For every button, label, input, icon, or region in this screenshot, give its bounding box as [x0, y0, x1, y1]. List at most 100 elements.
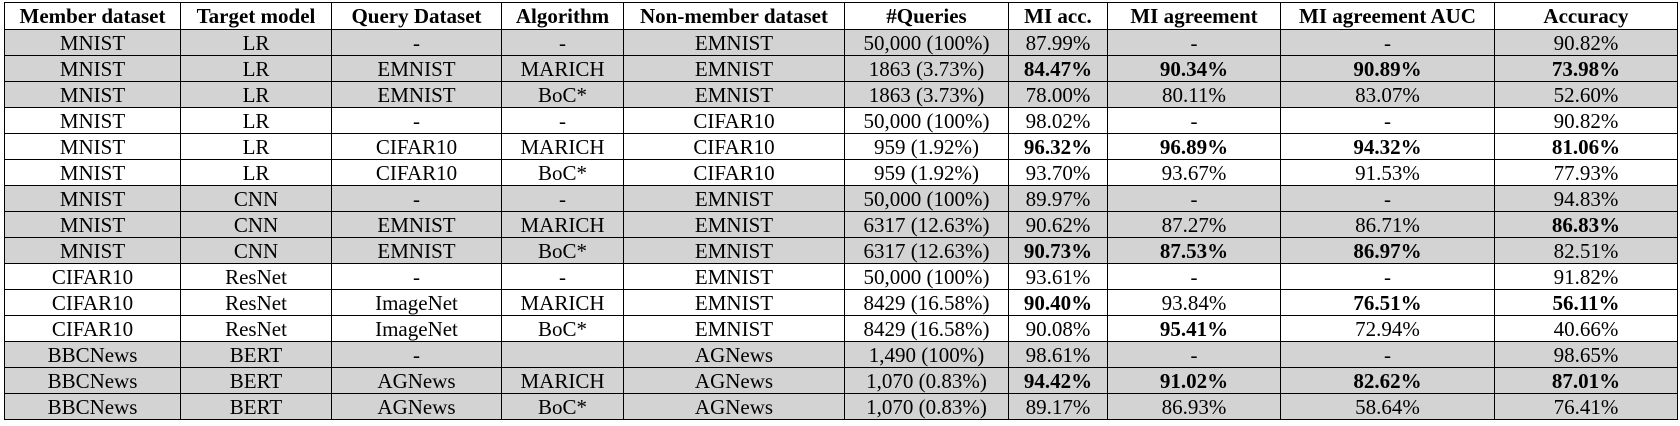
table-row: MNIST LR CIFAR10 BoC* CIFAR10 959 (1.92%) 93.7…	[4, 159, 1678, 186]
cell-mi-agreement: -	[1107, 263, 1281, 290]
cell-accuracy: 52.60%	[1494, 81, 1678, 108]
cell-query-dataset: ImageNet	[331, 289, 502, 316]
cell-queries: 50,000 (100%)	[844, 107, 1009, 134]
cell-query-dataset: -	[331, 107, 502, 134]
cell-member-dataset: MNIST	[4, 107, 181, 134]
cell-mi-agreement: 86.93%	[1107, 393, 1281, 420]
cell-query-dataset: -	[331, 263, 502, 290]
cell-target-model: ResNet	[180, 263, 332, 290]
cell-accuracy: 77.93%	[1494, 159, 1678, 186]
cell-mi-agreement-auc: -	[1280, 107, 1495, 134]
cell-queries: 1,070 (0.83%)	[844, 367, 1009, 394]
cell-mi-agreement: 80.11%	[1107, 81, 1281, 108]
cell-target-model: LR	[180, 81, 332, 108]
cell-mi-agreement-auc: 86.97%	[1280, 237, 1495, 264]
table-row: BBCNews BERT AGNews MARICH AGNews 1,070 (0.83…	[4, 367, 1678, 394]
cell-mi-acc: 90.73%	[1008, 237, 1108, 264]
cell-queries: 6317 (12.63%)	[844, 211, 1009, 238]
table-row: MNIST CNN EMNIST BoC* EMNIST 6317 (12.63%) 90.…	[4, 237, 1678, 264]
cell-algorithm: BoC*	[501, 159, 624, 186]
cell-target-model: ResNet	[180, 289, 332, 316]
cell-algorithm: BoC*	[501, 81, 624, 108]
cell-accuracy: 76.41%	[1494, 393, 1678, 420]
cell-queries: 6317 (12.63%)	[844, 237, 1009, 264]
cell-mi-acc: 90.40%	[1008, 289, 1108, 316]
cell-non-member-dataset: AGNews	[623, 341, 845, 368]
cell-member-dataset: MNIST	[4, 133, 181, 160]
cell-member-dataset: MNIST	[4, 237, 181, 264]
cell-non-member-dataset: EMNIST	[623, 55, 845, 82]
cell-algorithm: -	[501, 107, 624, 134]
cell-member-dataset: CIFAR10	[4, 315, 181, 342]
cell-non-member-dataset: EMNIST	[623, 289, 845, 316]
cell-queries: 50,000 (100%)	[844, 29, 1009, 56]
cell-queries: 50,000 (100%)	[844, 263, 1009, 290]
cell-accuracy: 94.83%	[1494, 185, 1678, 212]
cell-queries: 1,070 (0.83%)	[844, 393, 1009, 420]
header-row: Member dataset Target model Query Datase…	[4, 2, 1678, 30]
cell-accuracy: 56.11%	[1494, 289, 1678, 316]
cell-query-dataset: AGNews	[331, 367, 502, 394]
header-query-dataset: Query Dataset	[331, 2, 502, 30]
cell-target-model: LR	[180, 159, 332, 186]
results-table: Member dataset Target model Query Datase…	[4, 2, 1678, 420]
cell-mi-agreement-auc: -	[1280, 185, 1495, 212]
cell-non-member-dataset: EMNIST	[623, 263, 845, 290]
cell-member-dataset: BBCNews	[4, 341, 181, 368]
cell-accuracy: 86.83%	[1494, 211, 1678, 238]
cell-algorithm: MARICH	[501, 55, 624, 82]
cell-algorithm: MARICH	[501, 133, 624, 160]
table-row: MNIST CNN - - EMNIST 50,000 (100%) 89.97% - -94.…	[4, 185, 1678, 212]
cell-mi-acc: 89.17%	[1008, 393, 1108, 420]
cell-mi-agreement: 93.67%	[1107, 159, 1281, 186]
table-row: CIFAR10 ResNet - - EMNIST 50,000 (100%) 93.61%…	[4, 263, 1678, 290]
header-mi-agreement: MI agreement	[1107, 2, 1281, 30]
cell-non-member-dataset: EMNIST	[623, 185, 845, 212]
cell-mi-acc: 89.97%	[1008, 185, 1108, 212]
table-row: BBCNews BERT - AGNews 1,490 (100%) 98.61% - -98…	[4, 341, 1678, 368]
cell-mi-agreement-auc: 72.94%	[1280, 315, 1495, 342]
cell-query-dataset: EMNIST	[331, 55, 502, 82]
cell-algorithm: -	[501, 185, 624, 212]
table-row: MNIST LR EMNIST BoC* EMNIST 1863 (3.73%) 78.00…	[4, 81, 1678, 108]
cell-mi-acc: 93.70%	[1008, 159, 1108, 186]
cell-mi-agreement-auc: 58.64%	[1280, 393, 1495, 420]
cell-mi-agreement: 93.84%	[1107, 289, 1281, 316]
cell-algorithm: BoC*	[501, 237, 624, 264]
cell-query-dataset: AGNews	[331, 393, 502, 420]
cell-accuracy: 82.51%	[1494, 237, 1678, 264]
cell-mi-agreement: 95.41%	[1107, 315, 1281, 342]
cell-queries: 50,000 (100%)	[844, 185, 1009, 212]
cell-mi-agreement: 96.89%	[1107, 133, 1281, 160]
cell-mi-acc: 90.62%	[1008, 211, 1108, 238]
cell-accuracy: 90.82%	[1494, 107, 1678, 134]
cell-target-model: BERT	[180, 367, 332, 394]
cell-non-member-dataset: AGNews	[623, 367, 845, 394]
cell-algorithm: -	[501, 263, 624, 290]
cell-mi-agreement: 87.53%	[1107, 237, 1281, 264]
cell-algorithm: BoC*	[501, 393, 624, 420]
cell-non-member-dataset: EMNIST	[623, 237, 845, 264]
table-row: MNIST CNN EMNIST MARICH EMNIST 6317 (12.63%) 9…	[4, 211, 1678, 238]
cell-queries: 8429 (16.58%)	[844, 315, 1009, 342]
table-row: CIFAR10 ResNet ImageNet BoC* EMNIST 8429 (16.…	[4, 315, 1678, 342]
cell-mi-acc: 96.32%	[1008, 133, 1108, 160]
cell-mi-agreement-auc: 82.62%	[1280, 367, 1495, 394]
cell-mi-acc: 93.61%	[1008, 263, 1108, 290]
cell-algorithm	[501, 341, 624, 368]
cell-query-dataset: -	[331, 341, 502, 368]
cell-member-dataset: MNIST	[4, 29, 181, 56]
cell-target-model: ResNet	[180, 315, 332, 342]
cell-accuracy: 40.66%	[1494, 315, 1678, 342]
cell-mi-agreement: -	[1107, 185, 1281, 212]
table-row: MNIST LR - - EMNIST 50,000 (100%) 87.99% - -90.8…	[4, 29, 1678, 56]
cell-algorithm: MARICH	[501, 211, 624, 238]
cell-member-dataset: MNIST	[4, 159, 181, 186]
cell-target-model: LR	[180, 133, 332, 160]
cell-mi-agreement-auc: -	[1280, 29, 1495, 56]
cell-mi-agreement: -	[1107, 29, 1281, 56]
table-row: MNIST LR CIFAR10 MARICH CIFAR10 959 (1.92%) 96…	[4, 133, 1678, 160]
cell-non-member-dataset: EMNIST	[623, 81, 845, 108]
table-row: BBCNews BERT AGNews BoC* AGNews 1,070 (0.83%)…	[4, 393, 1678, 420]
header-algorithm: Algorithm	[501, 2, 624, 30]
